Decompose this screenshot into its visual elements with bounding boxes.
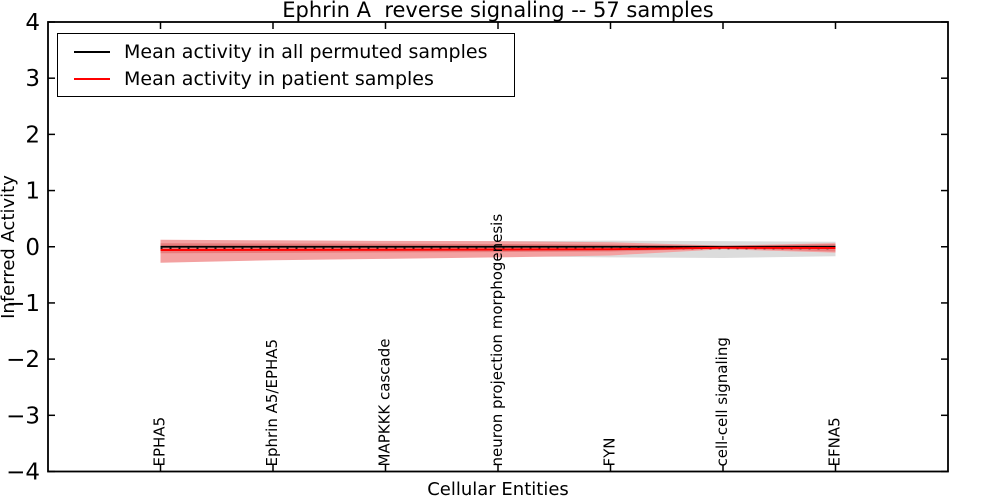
red-line-swatch-icon <box>74 77 110 80</box>
x-category-label: EFNA5 <box>826 417 844 466</box>
y-tick-label: 0 <box>25 235 40 261</box>
plot-area: −4 −3 −2 −1 0 1 2 3 4 EPHA5 Ephrin A5/EPHA5 MAPKKK … <box>6 10 948 486</box>
x-category-label: Ephrin A5/EPHA5 <box>263 339 281 467</box>
x-category-label: MAPKKK cascade <box>376 339 394 467</box>
legend: Mean activity in all permuted samples Me… <box>57 33 515 97</box>
y-axis-label: Inferred Activity <box>0 175 19 319</box>
y-tick-label: −1 <box>6 291 40 317</box>
legend-item-permuted: Mean activity in all permuted samples <box>58 40 514 64</box>
x-category-label: cell-cell signaling <box>713 337 731 466</box>
x-category-label: neuron projection morphogenesis <box>488 214 506 467</box>
chart-title: Ephrin A reverse signaling -- 57 samples <box>282 0 713 22</box>
black-line-swatch-icon <box>74 50 110 53</box>
y-tick-label: 3 <box>25 66 40 92</box>
y-tick-label: −3 <box>6 403 40 429</box>
y-tick-label: 2 <box>25 122 40 148</box>
x-axis-label: Cellular Entities <box>427 479 569 500</box>
plot-border <box>47 21 949 473</box>
x-category-label: FYN <box>601 437 619 466</box>
x-category-label: EPHA5 <box>151 417 169 467</box>
y-tick-label: 1 <box>25 179 40 205</box>
legend-item-patient: Mean activity in patient samples <box>58 67 514 91</box>
legend-label: Mean activity in all permuted samples <box>124 40 488 63</box>
y-tick-label: −4 <box>6 460 40 486</box>
y-tick-label: 4 <box>25 10 40 36</box>
legend-label: Mean activity in patient samples <box>124 67 434 90</box>
y-tick-label: −2 <box>6 347 40 373</box>
series-patient-mean <box>160 246 836 252</box>
